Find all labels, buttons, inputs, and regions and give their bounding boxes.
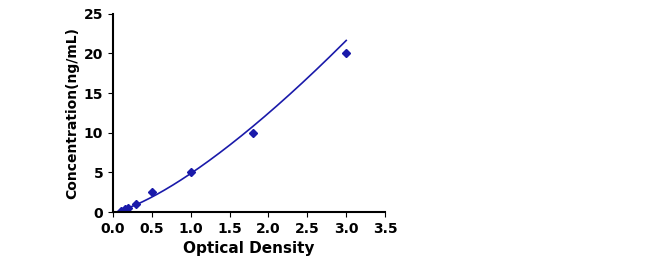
Y-axis label: Concentration(ng/mL): Concentration(ng/mL): [66, 27, 80, 199]
X-axis label: Optical Density: Optical Density: [183, 242, 315, 256]
